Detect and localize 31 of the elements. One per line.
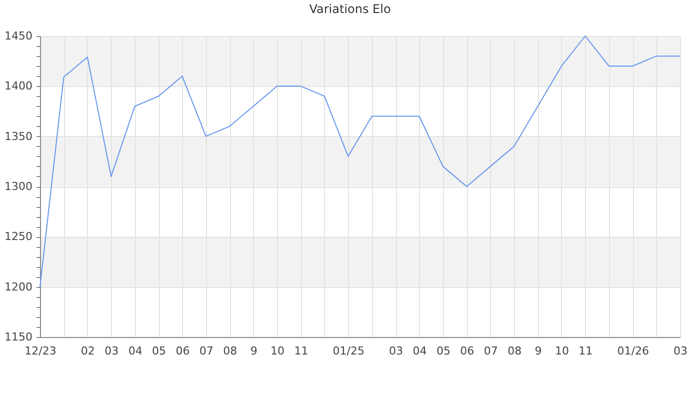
y-tick-label: 1450: [4, 30, 32, 42]
x-tick-label: 11: [294, 344, 308, 358]
x-tick-label: 9: [250, 344, 258, 358]
y-tick-label: 1300: [4, 180, 32, 193]
x-tick-label: 07: [199, 344, 214, 358]
x-tick-label: 02: [80, 344, 95, 358]
x-tick-label: 03: [104, 344, 119, 358]
x-tick-label: 07: [484, 344, 498, 358]
x-tick-label: 10: [270, 344, 285, 358]
x-tick-label: 01/26: [617, 344, 649, 358]
x-tick-label: 11: [578, 344, 593, 358]
y-tick-label: 1200: [4, 280, 32, 294]
y-tick-label: 1250: [4, 230, 32, 244]
x-tick-label: 01/25: [332, 344, 364, 358]
y-tick-label: 1400: [4, 80, 32, 93]
x-tick-label: 12/23: [24, 344, 56, 358]
x-tick-label: 10: [554, 344, 569, 358]
x-tick-label: 04: [412, 344, 427, 358]
x-tick-label: 06: [176, 344, 190, 358]
x-tick-label: 08: [508, 344, 522, 358]
x-tick-label: 08: [223, 344, 238, 358]
x-tick-label: 05: [152, 344, 166, 358]
chart-title: Variations Elo: [309, 2, 391, 16]
y-tick-label: 1350: [4, 130, 32, 143]
x-tick-label: 9: [534, 344, 542, 358]
x-tick-label: 04: [128, 344, 142, 358]
x-tick-label: 03: [389, 344, 404, 358]
x-tick-label: 05: [436, 344, 450, 358]
x-tick-label: 03: [674, 344, 688, 358]
y-tick-label: 1150: [4, 330, 32, 344]
x-tick-label: 06: [460, 344, 474, 358]
